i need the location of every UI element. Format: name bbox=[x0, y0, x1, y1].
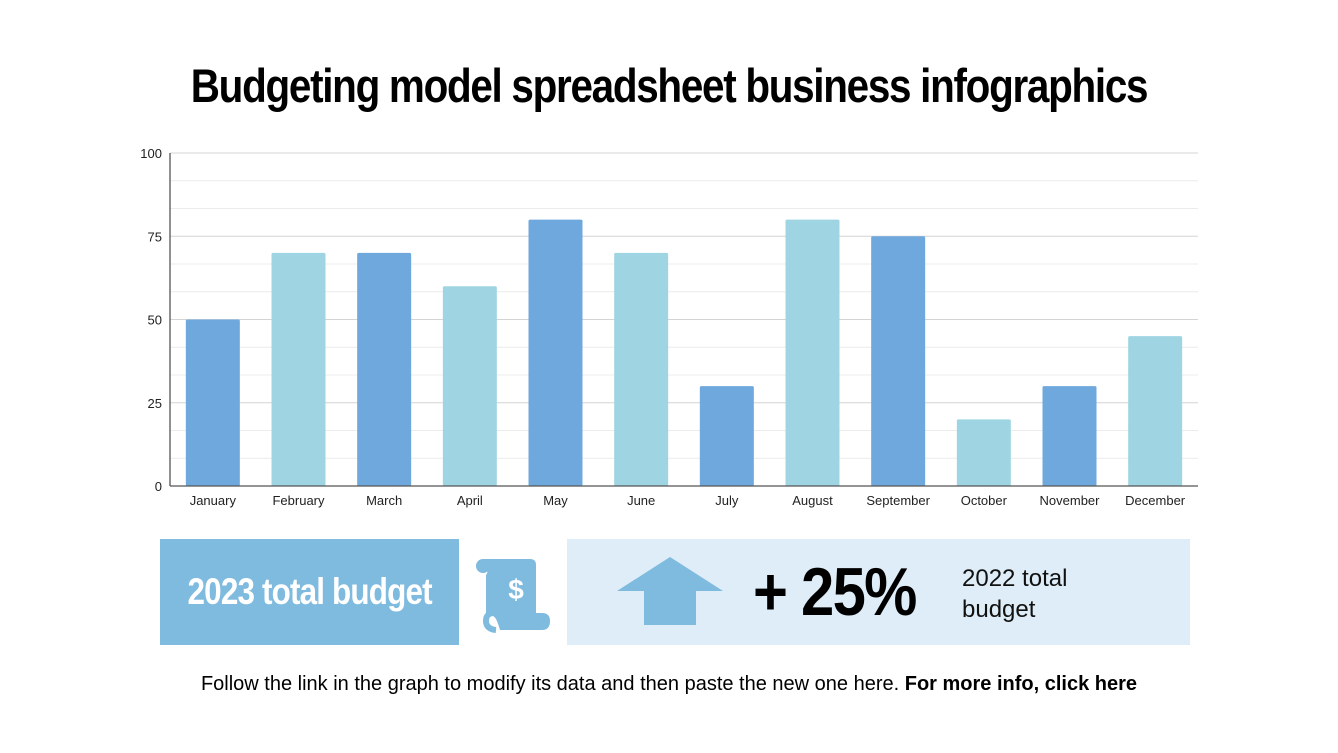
x-tick-label: May bbox=[543, 493, 568, 508]
bar-august[interactable] bbox=[785, 219, 840, 486]
y-tick-label: 100 bbox=[140, 146, 162, 161]
gridlines bbox=[170, 152, 1198, 459]
y-axis-ticks: 0 25 50 75 100 bbox=[140, 146, 162, 494]
x-tick-label: April bbox=[457, 493, 483, 508]
dollar-scroll-icon: $ bbox=[476, 559, 550, 633]
x-axis-ticks: January February March April May June July Augu… bbox=[190, 493, 1186, 508]
footer-note: Follow the link in the graph to modify i… bbox=[0, 673, 1338, 696]
comparison-label: 2022 total budget bbox=[962, 565, 1068, 623]
x-tick-label: March bbox=[366, 493, 402, 508]
bar-april[interactable] bbox=[442, 286, 497, 486]
bar-may[interactable] bbox=[528, 219, 583, 486]
comparison-panel: + 25% 2022 total budget bbox=[567, 539, 1190, 645]
y-tick-label: 25 bbox=[148, 396, 162, 411]
arrow-up-icon bbox=[617, 557, 723, 625]
bar-november[interactable] bbox=[1042, 386, 1097, 486]
x-tick-label: January bbox=[190, 493, 237, 508]
bar-december[interactable] bbox=[1128, 336, 1183, 486]
budget-change-value: + 25% bbox=[753, 554, 917, 630]
x-tick-label: November bbox=[1040, 493, 1101, 508]
footer-text: Follow the link in the graph to modify i… bbox=[200, 673, 900, 695]
bar-february[interactable] bbox=[271, 252, 326, 486]
x-tick-label: June bbox=[627, 493, 655, 508]
y-tick-label: 75 bbox=[148, 229, 162, 244]
bar-march[interactable] bbox=[357, 252, 412, 486]
x-tick-label: July bbox=[715, 493, 739, 508]
x-tick-label: October bbox=[961, 493, 1008, 508]
page-title: Budgeting model spreadsheet business inf… bbox=[190, 59, 1149, 112]
x-tick-label: February bbox=[272, 493, 325, 508]
more-info-link[interactable]: For more info, click here bbox=[904, 673, 1138, 695]
y-tick-label: 50 bbox=[148, 313, 162, 328]
current-budget-label: 2023 total budget bbox=[187, 571, 432, 612]
svg-text:$: $ bbox=[508, 574, 524, 605]
bars bbox=[185, 219, 1183, 487]
bar-october[interactable] bbox=[956, 419, 1011, 486]
x-tick-label: September bbox=[866, 493, 930, 508]
current-budget-box: 2023 total budget bbox=[160, 539, 459, 645]
x-tick-label: August bbox=[792, 493, 833, 508]
bar-january[interactable] bbox=[185, 319, 240, 487]
bar-june[interactable] bbox=[614, 252, 669, 486]
bar-july[interactable] bbox=[699, 386, 754, 486]
y-tick-label: 0 bbox=[155, 479, 162, 494]
bar-september[interactable] bbox=[871, 236, 926, 486]
x-tick-label: December bbox=[1125, 493, 1186, 508]
